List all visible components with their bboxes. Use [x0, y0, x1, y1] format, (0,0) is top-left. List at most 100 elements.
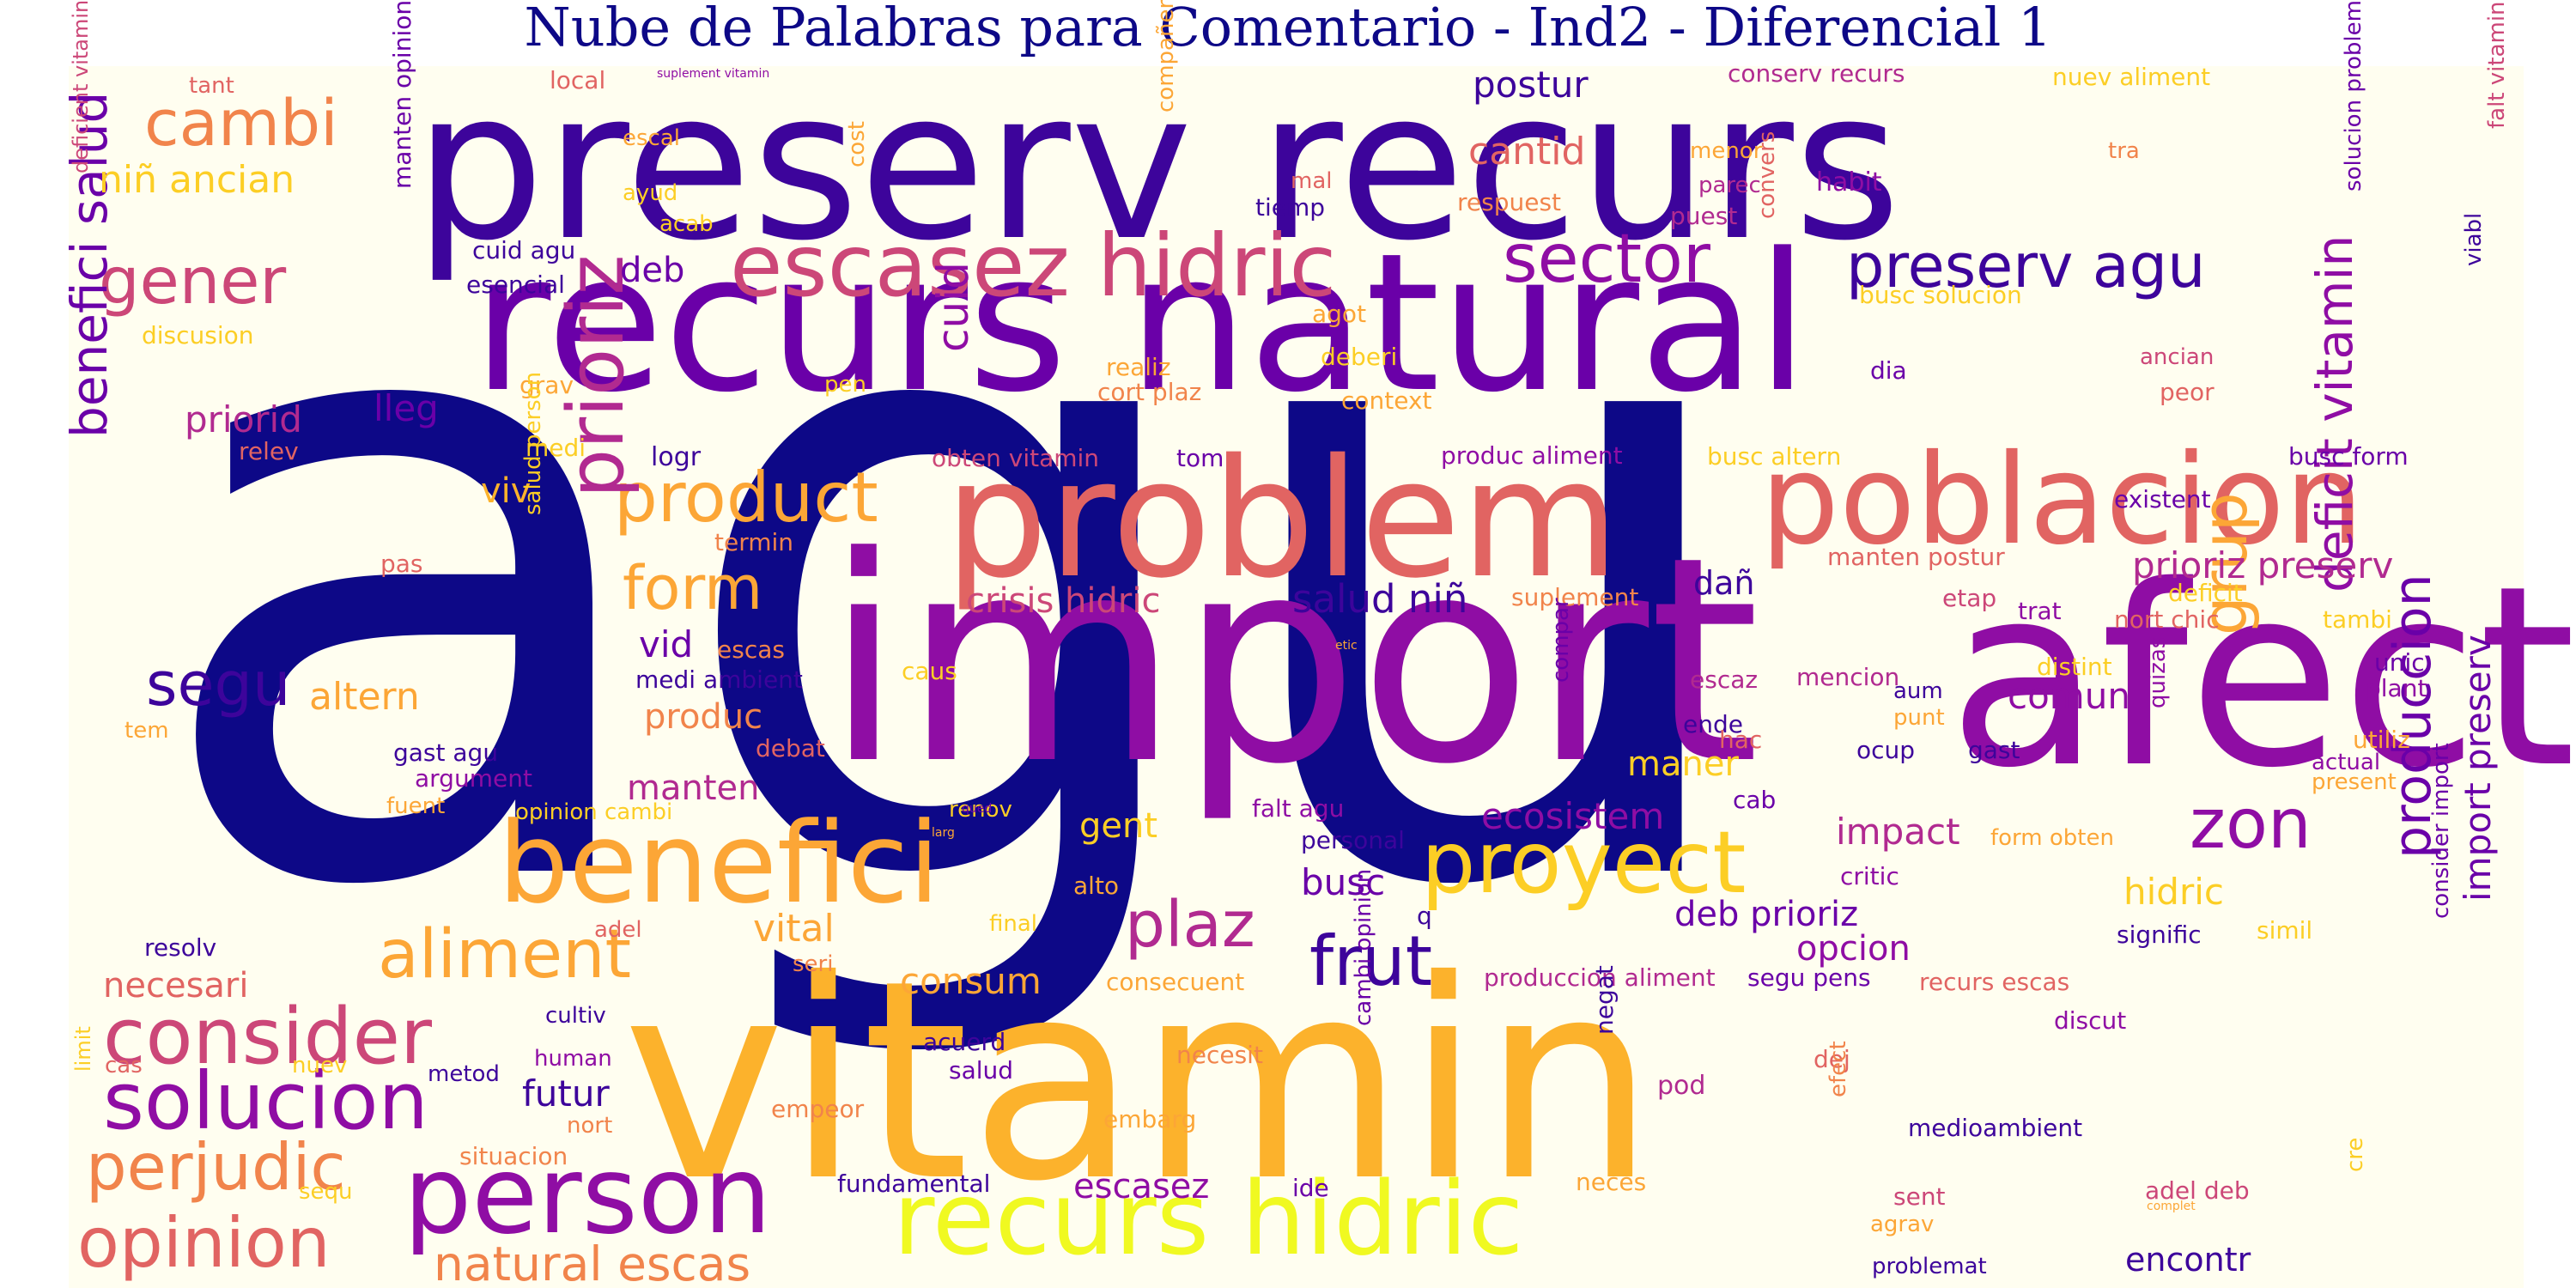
word-argument: argument	[415, 764, 532, 793]
word-escaz: escaz	[1690, 665, 1759, 694]
word-aliment: aliment	[378, 916, 632, 993]
word-pen: pen	[824, 372, 866, 398]
word-salud-nin: salud niñ	[1292, 576, 1468, 622]
word-benefici: benefici	[498, 798, 940, 928]
word-tant: tant	[189, 73, 234, 99]
word-maner: maner	[1627, 744, 1739, 784]
word-afect: afect	[1947, 533, 2576, 823]
word-cuid: cuid	[928, 262, 978, 352]
word-consum: consum	[900, 960, 1042, 1002]
word-plant: plant	[2366, 674, 2427, 702]
word-solucion: solucion	[103, 1055, 428, 1147]
word-plaz: plaz	[1125, 888, 1255, 962]
word-nuev: nuev	[292, 1053, 348, 1078]
word-nort-chic: nort chic	[2114, 605, 2220, 634]
word-etap: etap	[1942, 584, 1997, 612]
word-agrav: agrav	[1870, 1212, 1935, 1237]
word-suplement: suplement	[1511, 583, 1639, 611]
word-person: person	[404, 1133, 772, 1258]
word-fundamental: fundamental	[837, 1170, 991, 1198]
word-import: import	[824, 496, 1760, 826]
word-form: form	[623, 553, 763, 623]
word-suplement-vitamin: suplement vitamin	[657, 67, 770, 81]
word-segu-pens: segu pens	[1747, 963, 1871, 992]
word-medi-ambient: medi ambient	[635, 665, 803, 694]
word-cambi: cambi	[144, 87, 338, 161]
word-local: local	[550, 66, 606, 94]
word-actual: actual	[2312, 750, 2381, 775]
word-salud-person: salud person	[520, 371, 546, 515]
word-recurs-natural: recurs natural	[472, 213, 1809, 434]
word-postur: postur	[1473, 64, 1589, 106]
word-relev: relev	[239, 437, 299, 465]
word-deficit: deficit	[2168, 579, 2243, 607]
word-etic: etic	[1335, 639, 1358, 653]
word-altern: altern	[309, 675, 420, 719]
word-companer: compañer	[1153, 0, 1179, 113]
word-dan: dañ	[1693, 564, 1755, 602]
word-necesari: necesari	[103, 966, 249, 1005]
word-situacion: situacion	[459, 1142, 568, 1170]
word-agu: agu	[144, 74, 1760, 1073]
word-human: human	[534, 1046, 612, 1072]
word-ayud: ayud	[623, 180, 678, 206]
word-obten-vitamin: obten vitamin	[932, 444, 1100, 472]
word-dia: dia	[1870, 356, 1907, 385]
word-segu: segu	[146, 649, 291, 720]
word-context: context	[1341, 386, 1432, 415]
word-tra: tra	[2108, 138, 2140, 164]
word-logr: logr	[651, 442, 702, 472]
figure-title: Nube de Palabras para Comentario - Ind2 …	[524, 0, 2052, 58]
word-futur: futur	[522, 1072, 610, 1115]
word-discusion: discusion	[142, 321, 254, 349]
word-signific: signific	[2117, 920, 2202, 949]
word-cantid: cantid	[1468, 130, 1586, 173]
word-seri: seri	[793, 951, 834, 977]
word-alto: alto	[1073, 872, 1120, 900]
word-adel-deb: adel deb	[2145, 1176, 2250, 1205]
word-opinion: opinion	[77, 1203, 331, 1283]
word-escasez-hidric: escasez hidric	[730, 216, 1337, 316]
word-priorid: priorid	[185, 398, 302, 440]
word-encontr: encontr	[2125, 1241, 2251, 1279]
word-consider: consider	[103, 992, 432, 1082]
word-busc: busc	[1301, 861, 1386, 903]
word-present: present	[2312, 769, 2397, 795]
word-busc-altern: busc altern	[1707, 442, 1842, 471]
word-ecosistem: ecosistem	[1481, 795, 1665, 837]
word-negat: negat	[1590, 965, 1619, 1035]
word-parec: parec	[1698, 173, 1761, 198]
word-escal: escal	[623, 125, 680, 151]
word-sector: sector	[1503, 221, 1710, 298]
word-natural-escas: natural escas	[434, 1236, 751, 1288]
word-nuev-aliment: nuev aliment	[2052, 63, 2211, 91]
word-vitamin: vitamin	[623, 922, 1656, 1242]
word-debat: debat	[756, 734, 825, 762]
word-product: product	[614, 458, 878, 538]
word-prioriz-preserv: prioriz preserv	[2132, 544, 2394, 586]
word-critic: critic	[1840, 862, 1899, 890]
word-pod: pod	[1657, 1071, 1706, 1101]
word-efect: efect	[1826, 1041, 1851, 1097]
word-deb: deb	[620, 251, 685, 290]
word-final: final	[989, 911, 1038, 937]
word-larg: larg	[932, 826, 955, 840]
word-existent: existent	[2114, 485, 2211, 513]
word-gast-agu: gast agu	[393, 738, 499, 767]
word-cab: cab	[1733, 786, 1777, 814]
word-cort-plaz: cort plaz	[1097, 378, 1202, 406]
word-q: q	[1417, 902, 1432, 930]
word-escas: escas	[717, 635, 785, 664]
word-lleg: lleg	[374, 387, 439, 429]
word-form-obten: form obten	[1990, 825, 2114, 851]
word-aum: aum	[1893, 678, 1943, 704]
word-mal: mal	[1291, 168, 1333, 194]
word-produc-aliment: produc aliment	[1441, 441, 1623, 470]
word-complet: complet	[2147, 1200, 2196, 1213]
word-compar: compar	[1548, 598, 1574, 683]
word-ocup: ocup	[1856, 736, 1916, 764]
word-hidric: hidric	[2123, 871, 2224, 913]
word-cas: cas	[105, 1053, 143, 1078]
word-habit: habit	[1816, 167, 1882, 197]
